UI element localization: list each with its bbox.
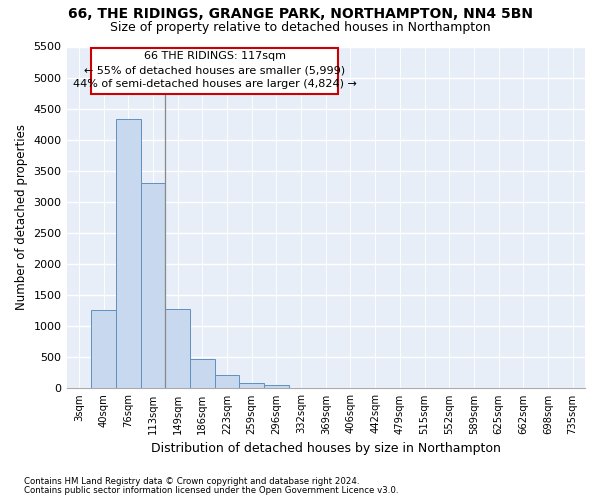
X-axis label: Distribution of detached houses by size in Northampton: Distribution of detached houses by size … <box>151 442 501 455</box>
Bar <box>215 376 239 388</box>
Text: 44% of semi-detached houses are larger (4,824) →: 44% of semi-detached houses are larger (… <box>73 80 356 90</box>
Text: 66 THE RIDINGS: 117sqm: 66 THE RIDINGS: 117sqm <box>143 50 286 60</box>
Bar <box>116 119 140 388</box>
Y-axis label: Number of detached properties: Number of detached properties <box>15 124 28 310</box>
Bar <box>190 358 215 388</box>
Text: Contains public sector information licensed under the Open Government Licence v3: Contains public sector information licen… <box>24 486 398 495</box>
Text: 66, THE RIDINGS, GRANGE PARK, NORTHAMPTON, NN4 5BN: 66, THE RIDINGS, GRANGE PARK, NORTHAMPTO… <box>67 8 533 22</box>
Bar <box>140 184 165 388</box>
Bar <box>165 309 190 388</box>
Text: Size of property relative to detached houses in Northampton: Size of property relative to detached ho… <box>110 22 490 35</box>
Bar <box>91 310 116 388</box>
Bar <box>239 383 264 388</box>
FancyBboxPatch shape <box>91 48 338 94</box>
Text: Contains HM Land Registry data © Crown copyright and database right 2024.: Contains HM Land Registry data © Crown c… <box>24 477 359 486</box>
Bar <box>264 384 289 388</box>
Text: ← 55% of detached houses are smaller (5,999): ← 55% of detached houses are smaller (5,… <box>84 66 345 76</box>
